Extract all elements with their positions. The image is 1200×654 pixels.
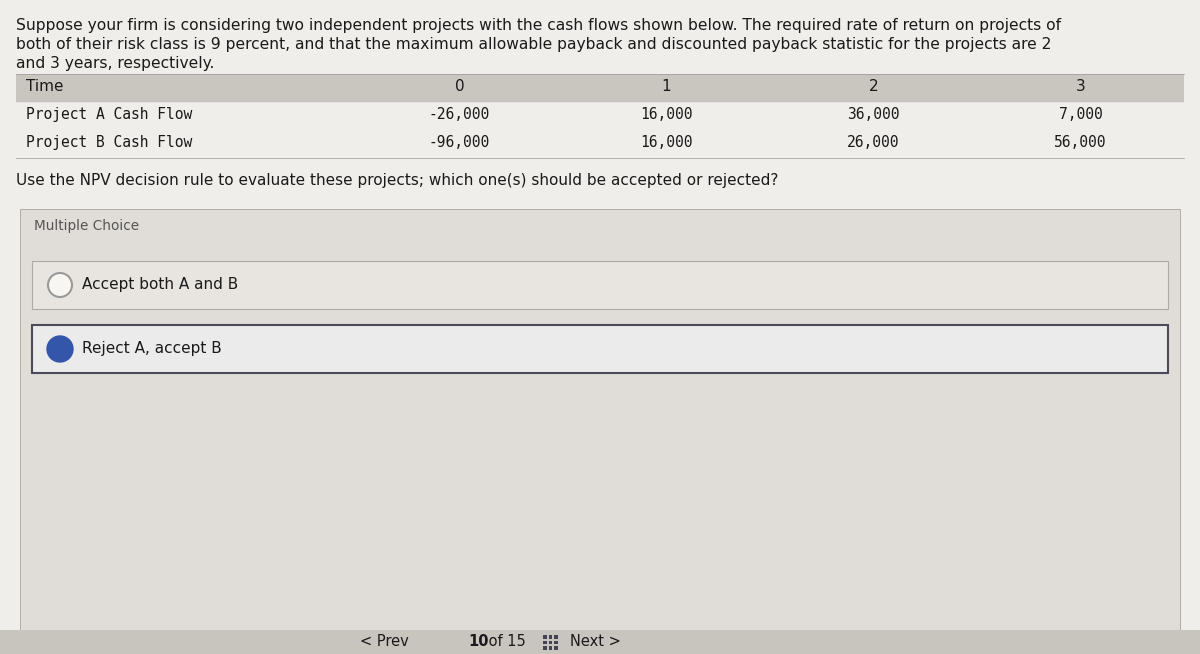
- Text: -26,000: -26,000: [428, 107, 490, 122]
- Text: 10: 10: [468, 634, 488, 649]
- FancyBboxPatch shape: [544, 640, 547, 644]
- FancyBboxPatch shape: [16, 74, 1184, 102]
- Text: < Prev: < Prev: [360, 634, 409, 649]
- Text: Reject A, accept B: Reject A, accept B: [82, 341, 222, 356]
- Text: Multiple Choice: Multiple Choice: [34, 219, 139, 233]
- Text: 3: 3: [1075, 79, 1085, 94]
- Text: Accept both A and B: Accept both A and B: [82, 277, 239, 292]
- Text: 7,000: 7,000: [1058, 107, 1103, 122]
- Text: and 3 years, respectively.: and 3 years, respectively.: [16, 56, 215, 71]
- Text: both of their risk class is 9 percent, and that the maximum allowable payback an: both of their risk class is 9 percent, a…: [16, 37, 1051, 52]
- Text: Time: Time: [26, 79, 64, 94]
- FancyBboxPatch shape: [32, 261, 1168, 309]
- Text: 1: 1: [661, 79, 671, 94]
- FancyBboxPatch shape: [548, 635, 552, 638]
- Text: 36,000: 36,000: [847, 107, 900, 122]
- Text: 2: 2: [869, 79, 878, 94]
- Text: 0: 0: [455, 79, 464, 94]
- Text: Use the NPV decision rule to evaluate these projects; which one(s) should be acc: Use the NPV decision rule to evaluate th…: [16, 173, 779, 188]
- FancyBboxPatch shape: [0, 630, 1200, 654]
- FancyBboxPatch shape: [544, 646, 547, 649]
- Text: 16,000: 16,000: [641, 135, 692, 150]
- Text: of 15: of 15: [484, 634, 526, 649]
- FancyBboxPatch shape: [20, 209, 1180, 630]
- Circle shape: [47, 336, 73, 362]
- Text: -96,000: -96,000: [428, 135, 490, 150]
- FancyBboxPatch shape: [32, 325, 1168, 373]
- FancyBboxPatch shape: [0, 0, 1200, 270]
- FancyBboxPatch shape: [16, 102, 1184, 130]
- Text: 16,000: 16,000: [641, 107, 692, 122]
- Text: Project B Cash Flow: Project B Cash Flow: [26, 135, 192, 150]
- FancyBboxPatch shape: [544, 635, 547, 638]
- Text: Suppose your firm is considering two independent projects with the cash flows sh: Suppose your firm is considering two ind…: [16, 18, 1061, 33]
- Circle shape: [48, 273, 72, 297]
- Text: Next >: Next >: [570, 634, 620, 649]
- Text: 26,000: 26,000: [847, 135, 900, 150]
- FancyBboxPatch shape: [554, 635, 558, 638]
- FancyBboxPatch shape: [548, 640, 552, 644]
- FancyBboxPatch shape: [554, 640, 558, 644]
- Text: Project A Cash Flow: Project A Cash Flow: [26, 107, 192, 122]
- FancyBboxPatch shape: [548, 646, 552, 649]
- FancyBboxPatch shape: [16, 130, 1184, 158]
- Text: 56,000: 56,000: [1055, 135, 1106, 150]
- FancyBboxPatch shape: [554, 646, 558, 649]
